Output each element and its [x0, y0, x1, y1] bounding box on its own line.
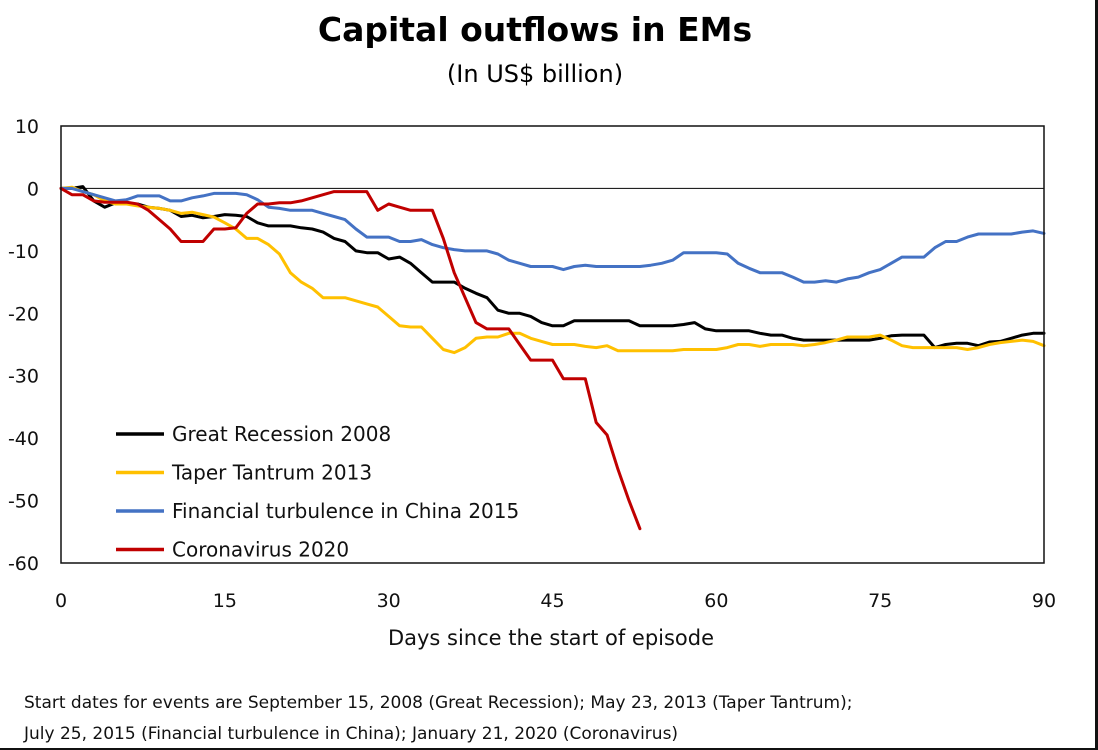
footnote-line-1: Start dates for events are September 15,…	[24, 693, 853, 713]
x-tick-label: 75	[868, 590, 892, 612]
legend-entry-4: Coronavirus 2020	[172, 538, 349, 562]
series-line-4	[59, 186, 642, 531]
chart-title: Capital outflows in EMs	[317, 10, 753, 49]
series-line-2	[59, 185, 1046, 355]
legend-entry-2: Taper Tantrum 2013	[171, 461, 372, 485]
x-tick-label: 0	[55, 590, 67, 612]
x-tick-label: 90	[1032, 590, 1056, 612]
line-chart: 10 0 -10 -20 -30 -40 -50 -60 0 15 30 45 60 75 90 Great…	[8, 116, 1056, 650]
y-tick-label: 0	[27, 178, 39, 200]
y-tick-label: -40	[8, 428, 39, 450]
x-tick-label: 45	[540, 590, 564, 612]
x-tick-label: 30	[377, 590, 401, 612]
footnote: Start dates for events are September 15,…	[24, 688, 1074, 750]
series-line-1	[59, 185, 1046, 350]
x-axis-label: Days since the start of episode	[388, 626, 714, 650]
chart-subtitle: (In US$ billion)	[446, 60, 624, 88]
y-tick-label: -60	[8, 553, 39, 575]
axis-layer: 10 0 -10 -20 -30 -40 -50 -60 0 15 30 45 60 75 90	[8, 116, 1056, 612]
legend-entry-1: Great Recession 2008	[172, 422, 391, 446]
series-line-3	[59, 186, 1046, 284]
footnote-line-2: July 25, 2015 (Financial turbulence in C…	[24, 724, 679, 744]
y-tick-label: -30	[8, 366, 39, 388]
y-tick-label: -50	[8, 491, 39, 513]
x-tick-label: 15	[213, 590, 237, 612]
legend: Great Recession 2008 Taper Tantrum 2013 Fi…	[116, 422, 519, 562]
y-tick-label: 10	[15, 116, 39, 138]
y-tick-label: -20	[8, 303, 39, 325]
series-layer	[59, 185, 1046, 531]
y-tick-label: -10	[8, 241, 39, 263]
legend-entry-3: Financial turbulence in China 2015	[172, 499, 519, 523]
plot-area-border	[60, 125, 1045, 564]
x-tick-label: 60	[704, 590, 728, 612]
